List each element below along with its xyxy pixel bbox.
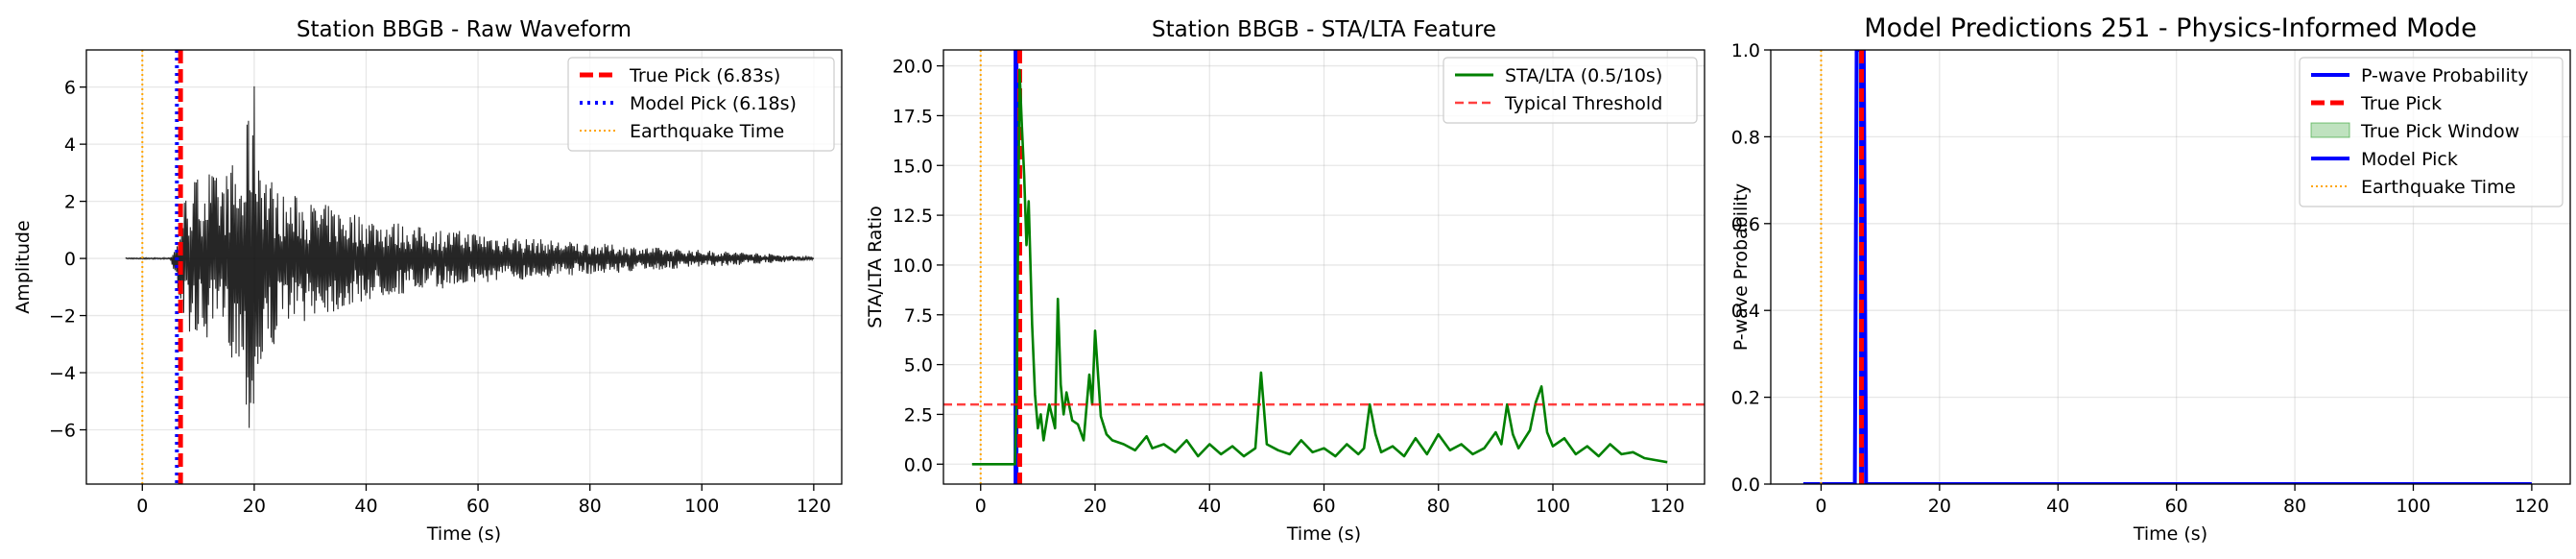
panel2-plot-area xyxy=(1802,50,2532,484)
panel0-y-tick-label: 6 xyxy=(64,78,76,99)
panel1-x-tick-label: 40 xyxy=(1198,496,1221,517)
panel0-legend-box xyxy=(567,57,835,152)
panel1-y-tick-label: 0.0 xyxy=(904,454,933,475)
panel0-x-tick-label: 60 xyxy=(466,496,489,517)
panel2-y-tick-label: 0.4 xyxy=(1731,301,1760,322)
panel1-y-tick-label: 15.0 xyxy=(893,156,933,177)
panel2-x-tick-label: 100 xyxy=(2396,496,2430,517)
prediction-panel: Model Predictions 251 - Physics-Informed… xyxy=(1730,13,2571,545)
panel2-y-tick-label: 0.0 xyxy=(1731,474,1760,496)
panel2-x-tick-label: 20 xyxy=(1928,496,1951,517)
panel0-xlabel: Time (s) xyxy=(426,523,501,545)
panel2-legend-model-pick: Model Pick xyxy=(2361,149,2458,170)
panel0-legend: True Pick (6.83s) Model Pick (6.18s) Ear… xyxy=(567,57,835,152)
panel1-x-tick-label: 100 xyxy=(1536,496,1570,517)
panel1-x-tick-label: 0 xyxy=(975,496,987,517)
panel1-legend: STA/LTA (0.5/10s) Typical Threshold xyxy=(1443,57,1698,124)
panel1-x-tick-label: 80 xyxy=(1427,496,1450,517)
sta-lta-panel: Station BBGB - STA/LTA Feature 0 20 40 60 80… xyxy=(865,17,1705,545)
panel1-x-tick-label: 60 xyxy=(1312,496,1335,517)
panel1-y-tick-label: 10.0 xyxy=(893,255,933,277)
panel2-legend-earthquake: Earthquake Time xyxy=(2361,177,2516,198)
panel2-legend-probability: P-wave Probability xyxy=(2361,65,2529,86)
panel2-legend-window-swatch xyxy=(2310,122,2350,138)
panel0-frame xyxy=(85,49,843,485)
panel0-waveform-line xyxy=(125,85,815,428)
panel2-y-tick-label: 0.6 xyxy=(1731,214,1760,235)
panel2-title: Model Predictions 251 - Physics-Informed… xyxy=(1864,13,2476,43)
panel1-x-ticks: 0 20 40 60 80 100 120 xyxy=(975,484,1684,517)
panel2-x-ticks: 0 20 40 60 80 100 120 xyxy=(1815,484,2549,517)
panel0-x-tick-label: 80 xyxy=(579,496,602,517)
panel1-legend-sta-lta: STA/LTA (0.5/10s) xyxy=(1505,65,1662,86)
panel0-y-tick-label: 2 xyxy=(64,192,76,213)
panel1-x-tick-label: 120 xyxy=(1650,496,1684,517)
panel0-legend-model-pick: Model Pick (6.18s) xyxy=(630,93,797,114)
panel1-plot-area xyxy=(943,50,1705,484)
panel0-x-tick-label: 100 xyxy=(684,496,719,517)
panel2-x-tick-label: 0 xyxy=(1815,496,1826,517)
panel1-title: Station BBGB - STA/LTA Feature xyxy=(1152,17,1496,42)
panel0-y-tick-label: −2 xyxy=(49,306,76,328)
panel1-sta-lta-line xyxy=(971,68,1668,466)
panel0-x-tick-label: 0 xyxy=(136,496,148,517)
panel0-x-tick-label: 20 xyxy=(243,496,266,517)
panel2-legend-window: True Pick Window xyxy=(2360,121,2519,142)
panel1-x-tick-label: 20 xyxy=(1084,496,1107,517)
panel0-ylabel: Amplitude xyxy=(12,220,34,313)
panel1-y-tick-label: 17.5 xyxy=(893,106,933,127)
panel0-title: Station BBGB - Raw Waveform xyxy=(297,17,632,42)
panel2-frame xyxy=(1770,49,2571,485)
panel2-ylabel: P-wave Probability xyxy=(1730,183,1752,352)
panel1-y-tick-label: 20.0 xyxy=(893,57,933,78)
panel1-legend-box xyxy=(1443,57,1698,124)
panel2-x-tick-label: 120 xyxy=(2515,496,2549,517)
panel2-probability-line xyxy=(1802,50,2532,484)
panel0-y-tick-label: −4 xyxy=(49,363,76,384)
panel0-x-tick-label: 40 xyxy=(354,496,377,517)
panel0-legend-true-pick: True Pick (6.83s) xyxy=(629,65,780,86)
panel0-x-ticks: 0 20 40 60 80 100 120 xyxy=(136,484,831,517)
panel0-y-ticks: −6 −4 −2 0 2 4 6 xyxy=(49,78,86,442)
panel2-y-tick-label: 0.8 xyxy=(1731,127,1760,148)
panel2-x-tick-label: 40 xyxy=(2046,496,2069,517)
panel1-y-tick-label: 2.5 xyxy=(904,404,933,425)
panel0-y-tick-label: −6 xyxy=(49,421,76,442)
panel0-y-tick-label: 4 xyxy=(64,134,76,156)
panel1-ylabel: STA/LTA Ratio xyxy=(865,206,886,328)
panel2-y-tick-label: 0.2 xyxy=(1731,388,1760,409)
panel2-y-ticks: 0.0 0.2 0.4 0.6 0.8 1.0 xyxy=(1731,40,1771,496)
panel2-xlabel: Time (s) xyxy=(2133,523,2207,545)
panel1-xlabel: Time (s) xyxy=(1286,523,1361,545)
panel1-y-ticks: 0.0 2.5 5.0 7.5 10.0 12.5 15.0 17.5 20.0 xyxy=(893,57,943,475)
panel1-legend-threshold: Typical Threshold xyxy=(1504,93,1662,114)
panel1-y-tick-label: 5.0 xyxy=(904,355,933,377)
waveform-panel: Station BBGB - Raw Waveform 0 20 40 60 80 100… xyxy=(12,17,843,545)
panel2-legend-true-pick: True Pick xyxy=(2360,93,2442,114)
panel1-y-tick-label: 7.5 xyxy=(904,305,933,327)
panel1-y-tick-label: 12.5 xyxy=(893,206,933,227)
panel2-x-tick-label: 60 xyxy=(2165,496,2188,517)
panel2-legend: P-wave Probability True Pick True Pick W… xyxy=(2299,57,2564,207)
panel0-legend-earthquake: Earthquake Time xyxy=(630,121,784,142)
panel0-y-tick-label: 0 xyxy=(64,249,76,270)
panel2-x-tick-label: 80 xyxy=(2283,496,2306,517)
panel0-x-tick-label: 120 xyxy=(797,496,831,517)
panel0-plot-area xyxy=(125,50,815,484)
panel2-legend-box xyxy=(2299,57,2564,207)
panel2-y-tick-label: 1.0 xyxy=(1731,40,1760,61)
